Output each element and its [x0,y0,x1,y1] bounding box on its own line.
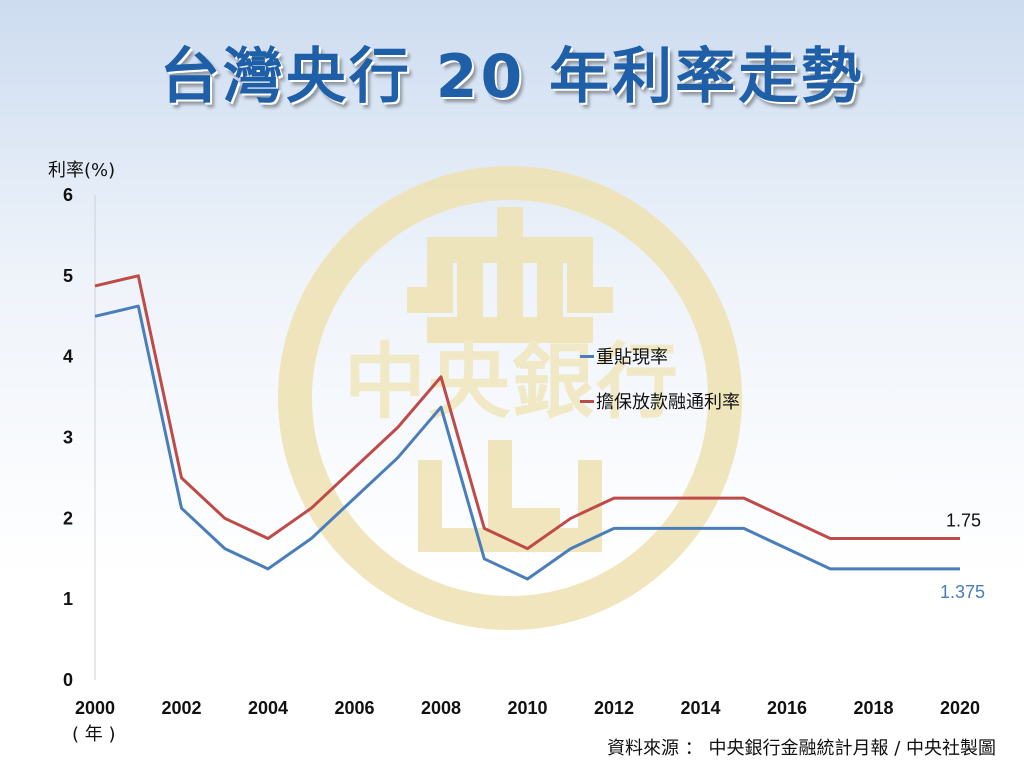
legend-swatch-discount-rate [580,354,594,358]
x-tick-label: 2004 [248,698,288,718]
x-tick-label: 2018 [853,698,893,718]
y-tick-label: 5 [63,266,73,286]
legend: 重貼現率 擔保放款融通利率 [580,344,740,434]
x-tick-label: 2020 [940,698,980,718]
x-tick-label: 2016 [767,698,807,718]
discount-rate-line [94,304,960,581]
central-bank-watermark: 中央銀行 [278,166,742,630]
x-axis-unit: ( 年 ) [72,724,116,745]
secured-loan-rate-end-label: 1.75 [946,511,981,531]
x-tick-label: 2008 [421,698,461,718]
x-tick-label: 2002 [161,698,201,718]
discount-rate-end-label: 1.375 [940,582,985,602]
x-tick-label: 2000 [75,698,115,718]
y-tick-label: 2 [63,508,73,528]
y-tick-label: 1 [63,589,73,609]
x-tick-label: 2012 [594,698,634,718]
x-tick-label: 2014 [680,698,720,718]
x-tick-label: 2010 [507,698,547,718]
y-tick-label: 0 [63,670,73,690]
svg-text:中央銀行: 中央銀行 [344,335,680,430]
y-tick-label: 3 [63,428,73,448]
legend-item-discount-rate: 重貼現率 [580,344,740,368]
legend-swatch-secured-loan-rate [580,399,594,403]
x-tick-label: 2006 [334,698,374,718]
page-title: 台灣央行 20 年利率走勢 [159,42,865,112]
legend-label-secured-loan-rate: 擔保放款融通利率 [596,392,740,413]
legend-item-secured-loan-rate: 擔保放款融通利率 [580,389,740,413]
y-tick-label: 4 [63,347,73,367]
legend-label-discount-rate: 重貼現率 [596,347,668,368]
y-tick-label: 6 [63,185,73,205]
secured-loan-rate-line [94,274,960,551]
source-note: 資料來源 ： 中央銀行金融統計月報 / 中央社製圖 [607,738,996,759]
y-axis-label: 利率(%) [48,160,116,181]
